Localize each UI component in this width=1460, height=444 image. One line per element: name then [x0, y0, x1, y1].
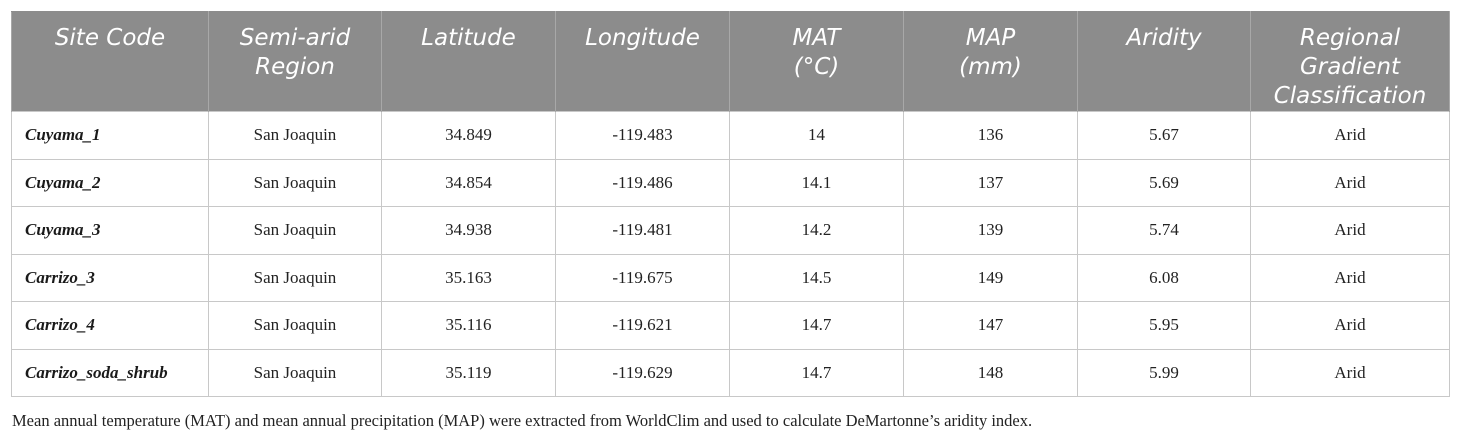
table-header: Site Code Semi-arid Region Latitude Longitud… [11, 11, 1450, 112]
table-footnote: Mean annual temperature (MAT) and mean a… [12, 411, 1033, 430]
table-cell-longitude: -119.675 [555, 253, 730, 302]
column-header-line: Classification [1273, 83, 1427, 109]
table-cell-semi-arid-region: San Joaquin [208, 348, 382, 397]
column-header-line: Regional [1299, 25, 1401, 51]
table-cell-longitude: -119.483 [555, 111, 730, 160]
column-header-aridity: Aridity [1077, 11, 1251, 112]
table-cell-semi-arid-region: San Joaquin [208, 206, 382, 255]
table-cell-mat: 14.7 [729, 301, 904, 350]
table-cell-longitude: -119.621 [555, 301, 730, 350]
column-header-line: Region [255, 54, 335, 80]
table-cell-site-code: Carrizo_4 [11, 301, 209, 350]
column-header-line: Latitude [421, 25, 516, 51]
column-header-longitude: Longitude [555, 11, 730, 112]
table-cell-latitude: 34.938 [381, 206, 556, 255]
column-header-line: Longitude [585, 25, 700, 51]
table-cell-site-code: Cuyama_3 [11, 206, 209, 255]
table-cell-semi-arid-region: San Joaquin [208, 111, 382, 160]
table-cell-regional-gradient-classification: Arid [1250, 253, 1450, 302]
table-row: Carrizo_4 San Joaquin 35.116 -119.621 14.7 14… [11, 301, 1450, 350]
column-header-line: Aridity [1126, 25, 1202, 51]
table-row: Carrizo_3 San Joaquin 35.163 -119.675 14.5 14… [11, 253, 1450, 302]
column-header-line: MAP [965, 25, 1016, 51]
table-cell-site-code: Cuyama_2 [11, 158, 209, 207]
table-cell-map: 139 [903, 206, 1078, 255]
table-cell-longitude: -119.629 [555, 348, 730, 397]
column-header-site-code: Site Code [11, 11, 209, 112]
column-header-latitude: Latitude [381, 11, 556, 112]
column-header-semi-arid-region: Semi-arid Region [208, 11, 382, 112]
table-row: Cuyama_3 San Joaquin 34.938 -119.481 14.2 139… [11, 206, 1450, 255]
table-cell-map: 147 [903, 301, 1078, 350]
table-cell-aridity: 5.95 [1077, 301, 1251, 350]
table-row: Cuyama_2 San Joaquin 34.854 -119.486 14.1 137… [11, 158, 1450, 207]
column-header-line: (mm) [959, 54, 1022, 80]
table-cell-map: 136 [903, 111, 1078, 160]
table-cell-latitude: 35.119 [381, 348, 556, 397]
table-cell-regional-gradient-classification: Arid [1250, 111, 1450, 160]
table-cell-aridity: 5.74 [1077, 206, 1251, 255]
table-cell-regional-gradient-classification: Arid [1250, 158, 1450, 207]
table-cell-map: 137 [903, 158, 1078, 207]
table-cell-latitude: 34.854 [381, 158, 556, 207]
table-cell-mat: 14.2 [729, 206, 904, 255]
column-header-line: MAT [792, 25, 841, 51]
table-cell-map: 149 [903, 253, 1078, 302]
column-header-map: MAP (mm) [903, 11, 1078, 112]
table-cell-regional-gradient-classification: Arid [1250, 348, 1450, 397]
table-cell-longitude: -119.481 [555, 206, 730, 255]
table-cell-mat: 14.1 [729, 158, 904, 207]
table-cell-aridity: 5.67 [1077, 111, 1251, 160]
table-cell-mat: 14.5 [729, 253, 904, 302]
table-cell-site-code: Cuyama_1 [11, 111, 209, 160]
table-cell-longitude: -119.486 [555, 158, 730, 207]
table-cell-aridity: 6.08 [1077, 253, 1251, 302]
table-cell-latitude: 35.163 [381, 253, 556, 302]
table-cell-mat: 14.7 [729, 348, 904, 397]
table-cell-regional-gradient-classification: Arid [1250, 206, 1450, 255]
column-header-mat: MAT (°C) [729, 11, 904, 112]
table-cell-site-code: Carrizo_3 [11, 253, 209, 302]
column-header-line: Gradient [1299, 54, 1401, 80]
table-cell-latitude: 35.116 [381, 301, 556, 350]
site-table: Site Code Semi-arid Region Latitude Longitud… [11, 11, 1450, 397]
table-cell-site-code: Carrizo_soda_shrub [11, 348, 209, 397]
column-header-line: Site Code [54, 25, 166, 51]
column-header-regional-gradient-classification: Regional Gradient Classification [1250, 11, 1450, 112]
table-row: Carrizo_soda_shrub San Joaquin 35.119 -119.… [11, 348, 1450, 397]
table-cell-semi-arid-region: San Joaquin [208, 158, 382, 207]
table-cell-aridity: 5.99 [1077, 348, 1251, 397]
column-header-line: (°C) [793, 54, 840, 80]
table-cell-aridity: 5.69 [1077, 158, 1251, 207]
table-row: Cuyama_1 San Joaquin 34.849 -119.483 14 136 5.… [11, 111, 1450, 160]
table-cell-regional-gradient-classification: Arid [1250, 301, 1450, 350]
table-cell-semi-arid-region: San Joaquin [208, 253, 382, 302]
table-cell-mat: 14 [729, 111, 904, 160]
header-row: Site Code Semi-arid Region Latitude Longitud… [11, 11, 1450, 112]
table-cell-map: 148 [903, 348, 1078, 397]
table-body: Cuyama_1 San Joaquin 34.849 -119.483 14 136 5.… [11, 111, 1450, 397]
table-cell-semi-arid-region: San Joaquin [208, 301, 382, 350]
data-table-container: Site Code Semi-arid Region Latitude Longitud… [11, 11, 1450, 397]
column-header-line: Semi-arid [239, 25, 351, 51]
table-cell-latitude: 34.849 [381, 111, 556, 160]
